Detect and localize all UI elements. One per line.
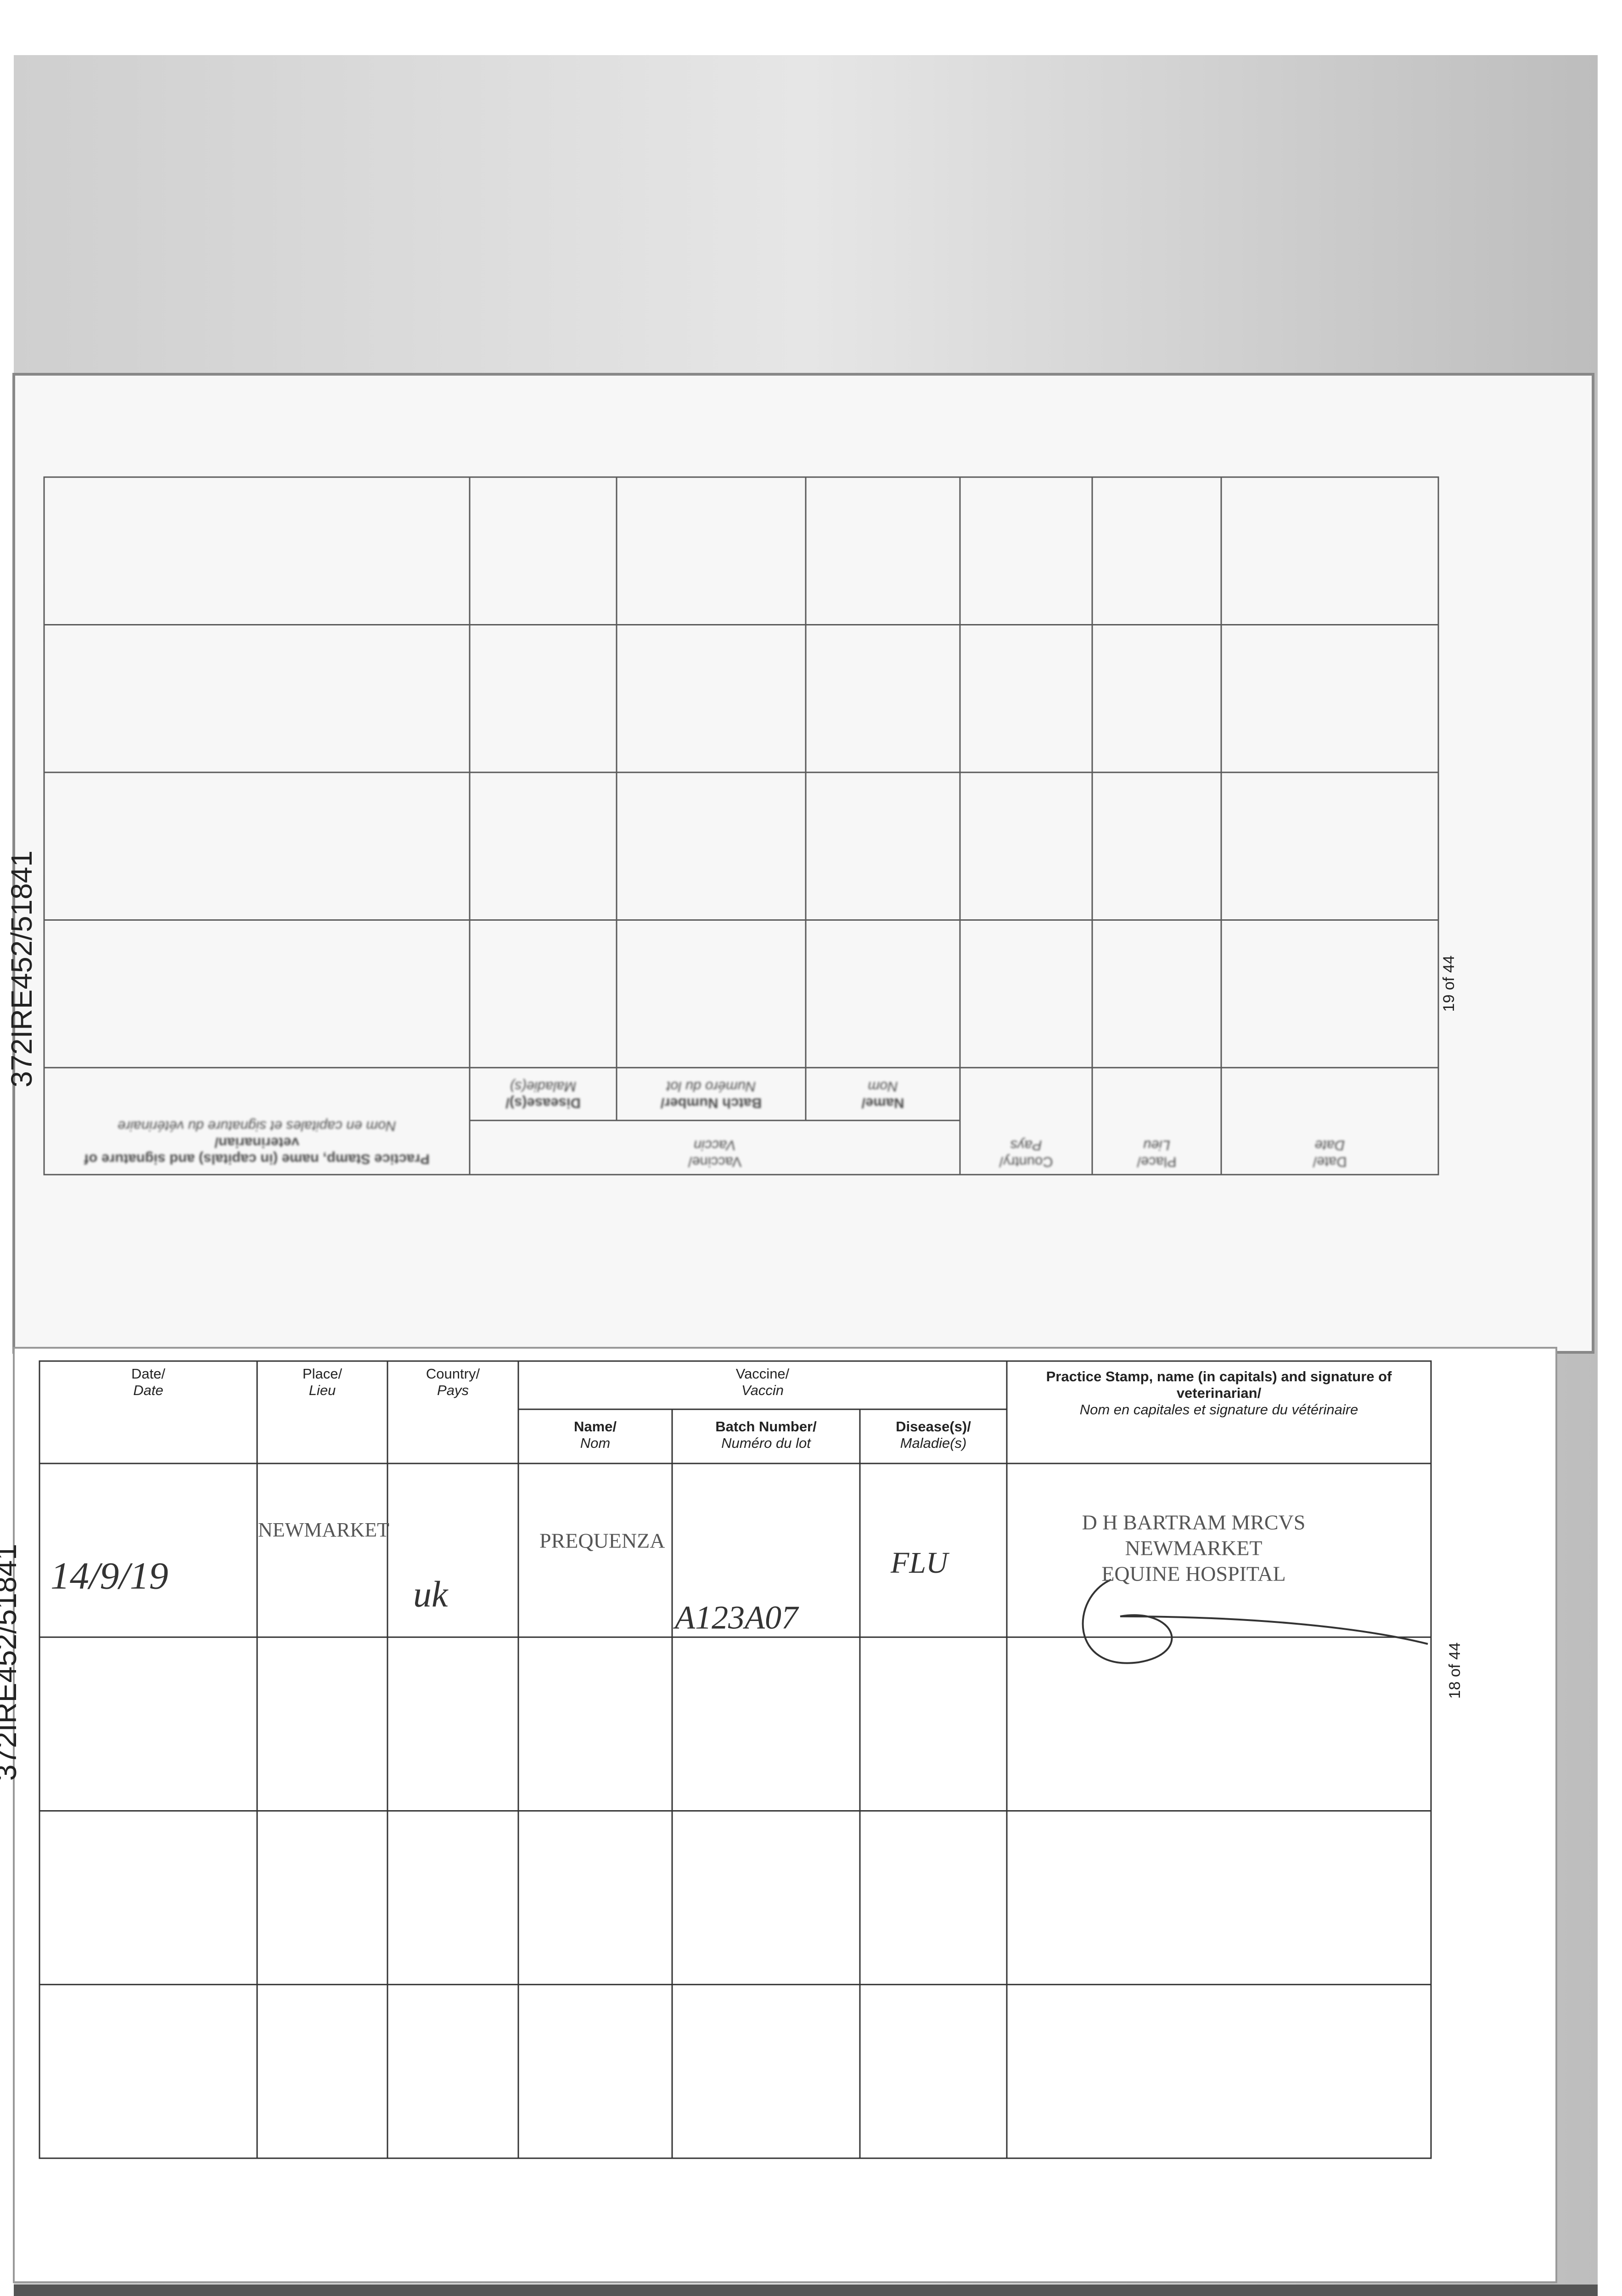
header-label: Country/ <box>999 1154 1053 1170</box>
header-label: Batch Number/ <box>715 1418 817 1435</box>
upper-page <box>12 373 1594 1354</box>
header-label: Vaccine/ <box>688 1154 741 1170</box>
lower-table: Date/Date Place/Lieu Country/Pays Vaccine/V… <box>39 1360 1432 2159</box>
header-label: Nom <box>580 1435 610 1451</box>
handwritten-disease: FLU <box>890 1546 950 1580</box>
header-label: Nom en capitales et signature du vétérin… <box>1080 1401 1358 1418</box>
page-number: 19 of 44 <box>1440 956 1458 1012</box>
upper-table: Date/Date Place/Lieu Country/Pays Vaccine/V… <box>43 476 1439 1176</box>
header-label: Disease(s)/ <box>896 1418 971 1435</box>
table-border <box>39 1360 1432 2159</box>
header-label: Batch Number/ <box>660 1095 762 1111</box>
header-label: Date/ <box>1313 1154 1347 1170</box>
table-header: Date/Date Place/Lieu Country/Pays Vaccine/V… <box>131 1366 1392 1451</box>
header-label: Vaccin <box>694 1137 736 1154</box>
header-label: Date <box>1315 1137 1345 1154</box>
header-label: Place/ <box>1137 1154 1177 1170</box>
header-label: Nom <box>868 1079 898 1095</box>
table-header: Date/Date Place/Lieu Country/Pays Vaccine/V… <box>84 1079 1347 1170</box>
table-border <box>43 476 1439 1176</box>
header-label: Maladie(s) <box>900 1435 967 1451</box>
header-label: Vaccine/ <box>736 1366 790 1382</box>
handwritten-date: 14/9/19 <box>51 1554 168 1597</box>
header-label: Numéro du lot <box>666 1079 756 1095</box>
header-label: Practice Stamp, name (in capitals) and s… <box>1046 1368 1392 1384</box>
practice-stamp: NEWMARKET <box>1125 1536 1263 1560</box>
header-label: Country/ <box>426 1366 480 1382</box>
header-label: Nom en capitales et signature du vétérin… <box>118 1118 396 1134</box>
header-label: Numéro du lot <box>721 1435 811 1451</box>
header-label: Practice Stamp, name (in capitals) and s… <box>84 1151 429 1167</box>
lower-page <box>13 1347 1557 2283</box>
header-label: Pays <box>1010 1137 1042 1154</box>
handwritten-batch: A123A07 <box>673 1599 799 1636</box>
header-label: Name/ <box>574 1418 617 1435</box>
header-label: Vaccin <box>741 1382 784 1398</box>
header-label: Date/ <box>131 1366 165 1382</box>
stamped-place: NEWMARKET <box>258 1519 389 1541</box>
document-id: 372IRE452/51841 <box>5 850 38 1087</box>
practice-stamp: D H BARTRAM MRCVS <box>1082 1511 1306 1534</box>
header-label: veterinarian/ <box>214 1135 299 1151</box>
header-label: Lieu <box>1143 1137 1170 1154</box>
header-label: Pays <box>437 1382 469 1398</box>
signature <box>1082 1579 1428 1664</box>
page-number: 18 of 44 <box>1446 1643 1464 1699</box>
header-label: veterinarian/ <box>1177 1385 1262 1401</box>
header-label: Maladie(s) <box>510 1079 577 1095</box>
header-label: Place/ <box>303 1366 342 1382</box>
scan-edge <box>14 2285 1598 2296</box>
handwritten-country: uk <box>413 1574 449 1615</box>
header-label: Name/ <box>861 1095 904 1111</box>
header-label: Lieu <box>309 1382 336 1398</box>
document-id: 372IRE452/51841 <box>0 1544 22 1781</box>
practice-stamp: EQUINE HOSPITAL <box>1101 1562 1285 1586</box>
header-label: Date <box>133 1382 163 1398</box>
header-label: Disease(s)/ <box>505 1095 581 1111</box>
stamped-vaccine-name: PREQUENZA <box>539 1529 665 1553</box>
